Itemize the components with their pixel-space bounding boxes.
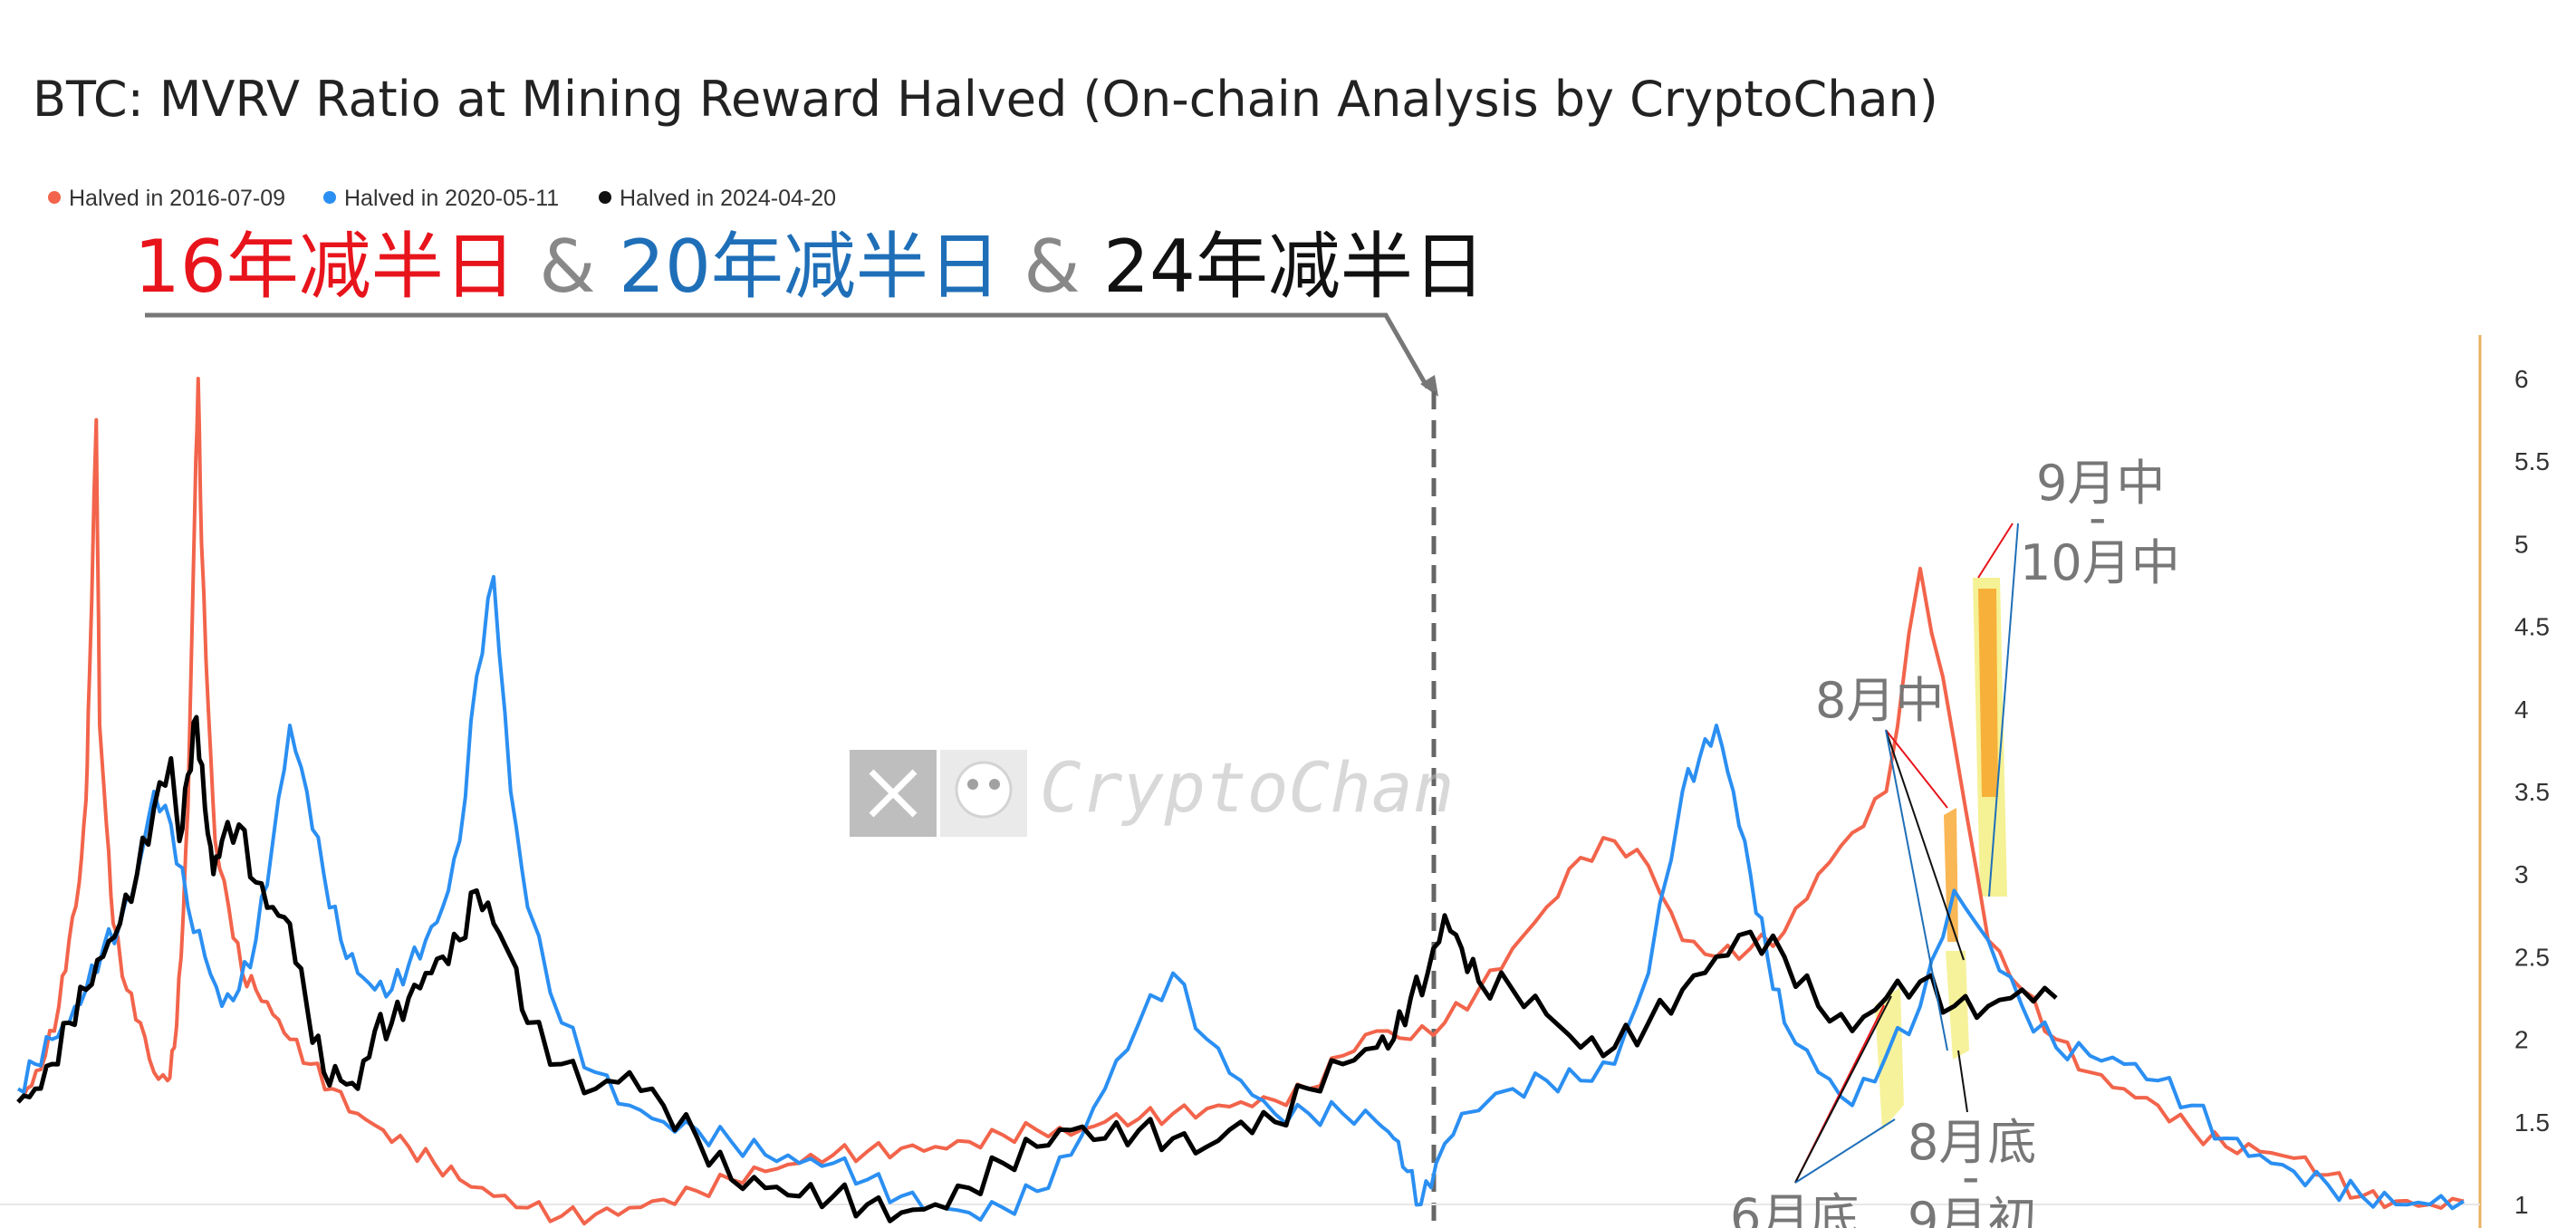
annotation-aug-mid: 8月中 [1815,672,1944,729]
annotation-sep-mid: 9月中 [2036,455,2165,512]
y-tick-label-6: 4 [2514,696,2529,724]
y-ticks: 1 1.5 2 2.5 3 3.5 4 4.5 5 5.5 6 [2514,365,2550,1219]
y-tick-label-1: 1.5 [2514,1108,2550,1137]
x-logo-glyph [869,769,918,818]
series-line-2024 [16,715,2058,1223]
series-layer [16,377,2465,1226]
legend-label-2016: Halved in 2016-07-09 [69,186,285,211]
annotation-oct-mid: 10月中 [2020,534,2180,591]
legend-marker-2020 [323,191,336,204]
legend-marker-2016 [48,191,61,204]
legend-marker-2024 [599,191,611,204]
watermark: CryptoChan [850,747,1455,837]
highlight-jun-end [1875,987,1904,1130]
highlight-orange-aug [1944,808,1958,942]
y-tick-label-8: 5 [2514,530,2529,558]
series-line-2020 [16,574,2465,1222]
overlay-title-underline-arrow [145,312,1430,389]
y-tick-label-4: 3 [2514,860,2529,888]
overlay-title-part-2016: 16年减半日 [134,225,516,309]
leader-sep-blue [1988,523,2019,897]
y-tick-label-10: 6 [2514,365,2529,393]
y-tick-label-5: 3.5 [2514,778,2550,806]
watermark-text: CryptoChan [1040,747,1455,828]
overlay-title-part-2020: 20年减半日 [619,225,1001,309]
leader-aug-blue [1885,729,1948,1051]
overlay-title-part-2024: 24年减半日 [1103,225,1485,309]
legend-item-2024[interactable]: Halved in 2024-04-20 [599,186,836,211]
overlay-title-amp-1: & [539,225,595,309]
legend-item-2020[interactable]: Halved in 2020-05-11 [323,186,559,211]
chart-title: BTC: MVRV Ratio at Mining Reward Halved … [33,71,1938,128]
legend: Halved in 2016-07-09 Halved in 2020-05-1… [48,186,836,211]
y-tick-label-3: 2.5 [2514,943,2550,971]
legend-label-2020: Halved in 2020-05-11 [344,186,559,211]
annotation-aug-end: 8月底 [1908,1114,2036,1171]
series-line-2016 [16,377,2465,1226]
leader-augend [1957,1050,1968,1113]
leader-aug-black [1885,729,1965,961]
highlight-regions [1875,578,2007,1130]
annotation-sep-dash: - [2089,489,2107,546]
leader-sep-red [1977,523,2014,579]
leader-jun-black [1794,995,1892,1184]
panda-eye-right [989,779,1000,790]
annotation-jun-end: 6月底 [1730,1188,1859,1228]
annotation-sep-start: 9月初 [1908,1192,2036,1228]
overlay-title-amp-2: & [1024,225,1080,309]
y-tick-label-2: 2 [2514,1026,2529,1054]
y-tick-label-0: 1 [2514,1191,2529,1219]
panda-eye-left [967,779,978,790]
y-tick-label-9: 5.5 [2514,447,2550,475]
legend-label-2024: Halved in 2024-04-20 [620,186,836,211]
highlight-orange-sep [1978,589,1998,797]
y-tick-label-7: 4.5 [2514,613,2550,641]
leader-aug-red [1885,729,1948,809]
annotation-aug-end-dash: - [1962,1148,1980,1205]
annotation-leaders [1794,523,2019,1184]
legend-item-2016[interactable]: Halved in 2016-07-09 [48,186,285,211]
panda-face [955,761,1013,819]
leader-jun-blue [1794,1118,1896,1184]
overlay-title: 16年减半日 & 20年减半日 & 24年减半日 [134,225,1485,309]
